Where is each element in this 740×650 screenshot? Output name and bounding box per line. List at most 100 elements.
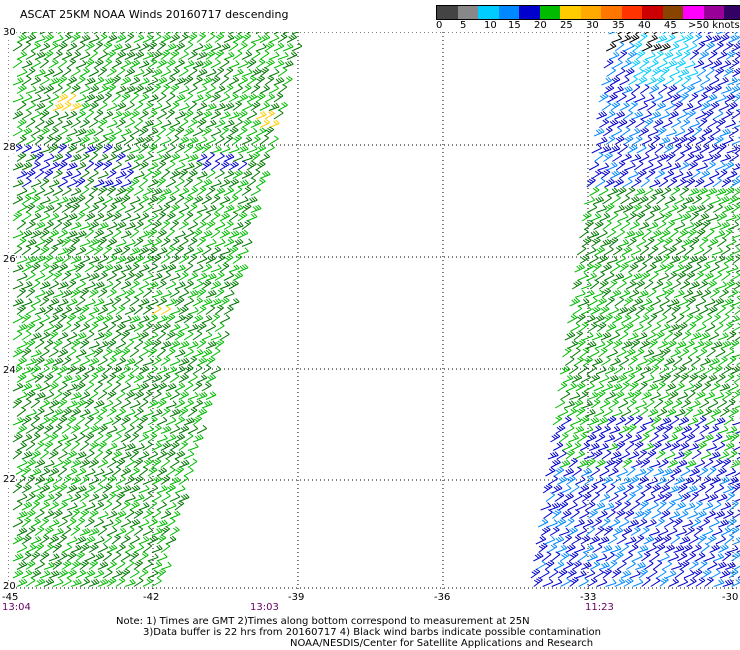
wind-barb <box>178 425 190 434</box>
wind-barb <box>255 32 260 35</box>
wind-barb <box>21 330 32 341</box>
wind-barb <box>147 127 159 137</box>
wind-barb <box>598 374 610 383</box>
wind-barb <box>61 543 73 553</box>
wind-barb <box>12 417 24 426</box>
wind-barb <box>656 194 666 205</box>
wind-barb <box>12 535 24 545</box>
wind-barb <box>581 561 592 570</box>
wind-barb <box>591 517 602 528</box>
wind-barb <box>530 568 541 579</box>
wind-barb <box>228 41 239 52</box>
wind-barb <box>97 561 109 570</box>
wind-barb <box>728 476 739 485</box>
wind-barb <box>129 177 140 188</box>
wind-barb <box>48 245 58 256</box>
wind-barb <box>21 75 32 86</box>
wind-barb <box>120 59 132 69</box>
wind-barb <box>703 203 714 213</box>
wind-barb <box>25 474 36 485</box>
wind-barb <box>151 305 162 315</box>
wind-barb <box>694 433 705 443</box>
wind-barb <box>722 484 734 494</box>
wind-barb <box>717 143 727 154</box>
wind-barb <box>620 381 630 392</box>
wind-barb <box>703 458 714 468</box>
wind-barb <box>106 475 117 485</box>
wind-barb <box>606 228 616 239</box>
wind-barb <box>196 68 208 77</box>
wind-barb <box>43 305 54 315</box>
wind-barb <box>115 136 127 145</box>
wind-barb <box>719 407 730 417</box>
wind-barb <box>712 271 723 281</box>
wind-barb <box>715 94 727 103</box>
wind-barb <box>97 50 108 60</box>
wind-barb <box>165 535 177 545</box>
wind-barb <box>610 357 621 366</box>
legend-label: 5 <box>460 20 467 31</box>
wind-barb <box>183 162 195 171</box>
wind-barb <box>625 280 637 290</box>
wind-barb <box>699 518 711 528</box>
wind-barb <box>725 119 736 128</box>
wind-barb <box>169 33 181 43</box>
wind-barb <box>542 578 554 587</box>
wind-barb <box>138 518 150 528</box>
wind-barb <box>111 127 123 137</box>
wind-barb <box>129 364 140 375</box>
wind-barb <box>554 399 566 409</box>
wind-barb <box>683 382 695 392</box>
wind-barb <box>160 510 172 519</box>
wind-barb <box>165 366 177 375</box>
wind-barb <box>16 424 28 434</box>
wind-barb <box>621 314 632 324</box>
wind-barb <box>97 424 108 434</box>
wind-barb <box>34 372 45 383</box>
wind-barb <box>599 467 610 477</box>
wind-barb <box>561 509 572 519</box>
wind-barb <box>138 315 150 324</box>
wind-barb <box>584 196 596 205</box>
wind-barb <box>16 203 28 213</box>
wind-barb <box>169 119 181 128</box>
wind-barb <box>25 560 36 570</box>
wind-barb <box>728 382 739 392</box>
wind-barb <box>616 535 627 545</box>
wind-barb <box>165 245 176 256</box>
wind-barb <box>718 288 729 298</box>
wind-barb <box>25 492 36 502</box>
wind-barb <box>201 279 212 290</box>
wind-barb <box>550 433 561 443</box>
wind-barb <box>642 417 654 426</box>
wind-barb <box>688 373 699 383</box>
wind-barb <box>133 493 145 502</box>
wind-barb <box>84 330 95 341</box>
wind-barb <box>129 467 140 477</box>
wind-barb <box>174 416 186 426</box>
wind-barb <box>196 339 207 349</box>
wind-barb <box>187 306 199 315</box>
wind-barb <box>124 391 136 400</box>
wind-barb <box>57 434 69 443</box>
wind-barb <box>641 136 653 145</box>
wind-barb <box>210 160 221 171</box>
wind-barb <box>156 467 168 477</box>
wind-barb <box>124 526 135 536</box>
wind-barb <box>736 524 740 528</box>
wind-barb <box>115 221 127 230</box>
wind-barb <box>727 288 739 298</box>
wind-barb <box>57 143 68 154</box>
wind-barb <box>695 135 706 145</box>
wind-barb <box>562 347 572 358</box>
wind-barb <box>196 118 207 128</box>
wind-barb <box>618 143 628 154</box>
wind-barb <box>115 357 127 366</box>
wind-barb <box>187 33 198 43</box>
wind-barb <box>52 509 63 519</box>
wind-barb <box>684 245 695 256</box>
wind-barb <box>718 76 729 86</box>
wind-barb <box>612 500 622 511</box>
wind-barb <box>652 349 664 358</box>
wind-barb <box>12 94 24 103</box>
